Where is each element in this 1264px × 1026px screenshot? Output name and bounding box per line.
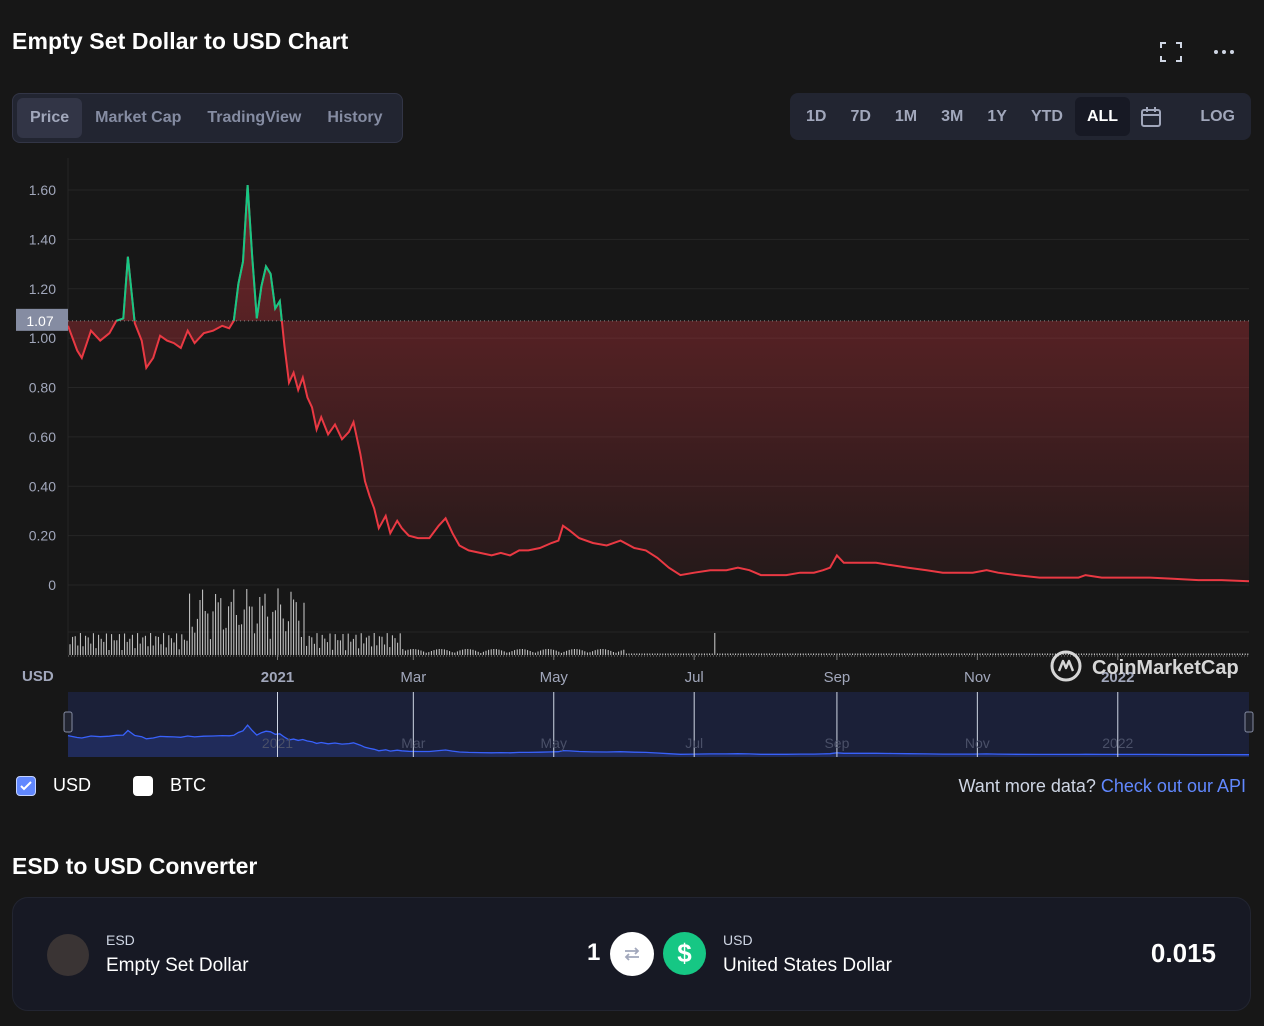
range-1y[interactable]: 1Y bbox=[987, 107, 1007, 125]
navigator-label: Mar bbox=[401, 735, 425, 751]
price-chart[interactable]: 1.60 1.40 1.20 1.00 0.80 0.60 0.40 0.20 0 1.07 2… bbox=[0, 150, 1264, 765]
tab-history[interactable]: History bbox=[327, 109, 383, 126]
navigator-handle-right[interactable] bbox=[1244, 711, 1254, 733]
coinmarketcap-watermark: CoinMarketCap bbox=[1050, 650, 1239, 682]
tab-price[interactable]: Price bbox=[17, 98, 83, 138]
navigator-label: Jul bbox=[685, 735, 703, 751]
converted-value: 0.015 bbox=[1150, 938, 1216, 968]
esd-coin-icon bbox=[47, 934, 89, 976]
page-title: Empty Set Dollar to USD Chart bbox=[12, 28, 349, 54]
converter-panel: ESD Empty Set Dollar 1 $ USD United Stat… bbox=[12, 897, 1251, 1011]
time-range-selector: 1D 7D 1M 3M 1Y YTD ALL LOG bbox=[790, 93, 1251, 140]
from-symbol: ESD bbox=[106, 932, 135, 948]
x-tick-label: May bbox=[540, 669, 569, 686]
x-tick-label: Mar bbox=[400, 669, 426, 686]
legend-usd[interactable]: USD bbox=[16, 775, 91, 796]
y-tick-label: 1.60 bbox=[29, 182, 56, 198]
calendar-icon[interactable] bbox=[1130, 97, 1172, 136]
navigator-label: 2021 bbox=[262, 735, 293, 751]
range-1d[interactable]: 1D bbox=[806, 107, 827, 125]
more-options-icon[interactable] bbox=[1210, 38, 1238, 66]
price-area-fill bbox=[68, 185, 1249, 585]
usd-coin-icon: $ bbox=[663, 932, 706, 975]
x-tick-label: 2022 bbox=[1101, 669, 1134, 686]
current-price-label: 1.07 bbox=[26, 313, 53, 329]
api-link[interactable]: Check out our API bbox=[1100, 776, 1246, 796]
navigator-label: Sep bbox=[824, 735, 849, 751]
x-tick-label: Sep bbox=[824, 669, 851, 686]
x-tick-label: 2021 bbox=[261, 669, 294, 686]
log-scale-toggle[interactable]: LOG bbox=[1200, 107, 1235, 125]
to-name: United States Dollar bbox=[723, 955, 892, 976]
range-7d[interactable]: 7D bbox=[850, 107, 871, 125]
converter-title: ESD to USD Converter bbox=[12, 853, 258, 879]
from-name: Empty Set Dollar bbox=[106, 955, 249, 976]
api-prompt: Want more data? bbox=[958, 776, 1096, 796]
volume-bars bbox=[69, 588, 1249, 655]
legend-btc[interactable]: BTC bbox=[133, 775, 206, 796]
y-tick-label: 1.00 bbox=[29, 330, 56, 346]
y-tick-label: 0 bbox=[48, 577, 56, 593]
swap-icon bbox=[624, 947, 640, 961]
watermark-text: CoinMarketCap bbox=[1092, 657, 1239, 679]
usd-checkbox[interactable] bbox=[16, 775, 36, 796]
navigator-handle-left[interactable] bbox=[63, 711, 73, 733]
chart-tabs: Price Market Cap TradingView History bbox=[12, 93, 403, 143]
navigator-label: 2022 bbox=[1102, 735, 1133, 751]
price-line-above bbox=[115, 185, 283, 322]
range-3m[interactable]: 3M bbox=[941, 107, 964, 125]
currency-axis-label: USD bbox=[22, 668, 54, 685]
legend-label-usd: USD bbox=[53, 775, 92, 795]
tab-tradingview[interactable]: TradingView bbox=[207, 109, 302, 126]
api-promo: Want more data? Check out our API bbox=[958, 776, 1246, 797]
current-price-marker bbox=[16, 308, 68, 331]
tab-market-cap[interactable]: Market Cap bbox=[95, 109, 182, 126]
range-1m[interactable]: 1M bbox=[894, 107, 918, 125]
to-symbol: USD bbox=[723, 932, 753, 948]
range-navigator[interactable]: 2021 Mar May Jul Sep Nov 2022 bbox=[63, 692, 1254, 757]
navigator-label: May bbox=[541, 735, 567, 751]
range-ytd[interactable]: YTD bbox=[1030, 107, 1063, 125]
x-tick-label: Jul bbox=[685, 669, 704, 686]
x-tick-label: Nov bbox=[964, 669, 991, 686]
legend-label-btc: BTC bbox=[170, 775, 206, 795]
y-tick-label: 1.40 bbox=[29, 231, 56, 247]
range-all[interactable]: ALL bbox=[1074, 97, 1131, 136]
y-tick-label: 1.20 bbox=[29, 281, 56, 297]
y-tick-label: 0.80 bbox=[29, 380, 56, 396]
amount-input[interactable]: 1 bbox=[587, 939, 601, 966]
price-line-below bbox=[67, 185, 1250, 583]
swap-button[interactable] bbox=[610, 932, 654, 976]
fullscreen-icon[interactable] bbox=[1157, 38, 1185, 66]
y-tick-label: 0.20 bbox=[29, 528, 56, 544]
btc-checkbox[interactable] bbox=[133, 775, 153, 796]
navigator-label: Nov bbox=[965, 735, 990, 751]
y-tick-label: 0.40 bbox=[29, 478, 56, 494]
y-tick-label: 0.60 bbox=[29, 429, 56, 445]
